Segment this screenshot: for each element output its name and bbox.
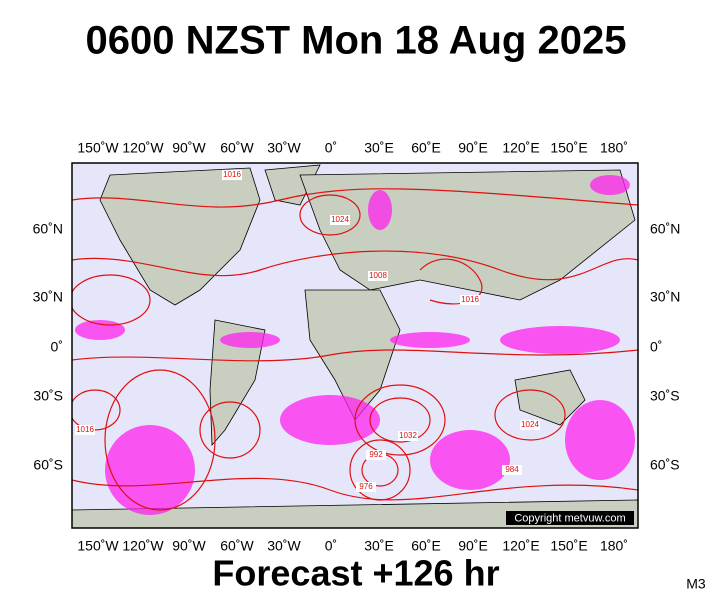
isobar-label: 1024 xyxy=(521,420,539,429)
isobar-label: 984 xyxy=(505,465,519,474)
forecast: Forecast +126 hr xyxy=(212,553,499,594)
longitude-label: 180˚ xyxy=(600,538,628,554)
longitude-label: 60˚E xyxy=(411,538,441,554)
longitude-label: 60˚W xyxy=(220,538,254,554)
isobar-label: 1024 xyxy=(331,215,349,224)
copyright: Copyright metvuw.com xyxy=(514,512,625,524)
longitude-label: 180˚ xyxy=(600,140,628,156)
latitude-label: 30˚S xyxy=(33,388,63,404)
isobar-label-bg xyxy=(75,425,95,435)
isobar-label: 992 xyxy=(369,450,383,459)
longitude-label: 120˚W xyxy=(122,140,164,156)
isobar-label: 1008 xyxy=(369,271,387,280)
isobar-labels: 1016 1024 1008 1016 1024 992 976 984 1032 1016 xyxy=(75,170,540,492)
latitude-label: 60˚S xyxy=(650,457,680,473)
map: 1016 1024 1008 1016 1024 992 976 984 1032 1016 Co… xyxy=(72,163,638,528)
antarctica xyxy=(72,499,638,528)
latitude-label: 30˚N xyxy=(33,289,63,305)
longitude-label: 30˚W xyxy=(267,538,301,554)
isobar-label: 1016 xyxy=(223,170,241,179)
longitude-label: 120˚W xyxy=(122,538,164,554)
model-code: M3 xyxy=(686,576,706,592)
isobar-label-bg xyxy=(398,431,418,441)
title: 0600 NZST Mon 18 Aug 2025 xyxy=(86,19,627,63)
longitude-label: 90˚E xyxy=(458,140,488,156)
latitude-label: 60˚S xyxy=(33,457,63,473)
latitude-label: 60˚N xyxy=(650,221,680,237)
longitude-label: 90˚E xyxy=(458,538,488,554)
longitude-label: 30˚E xyxy=(364,140,394,156)
longitude-label: 60˚E xyxy=(411,140,441,156)
map-frame xyxy=(71,162,639,529)
longitude-label: 30˚E xyxy=(364,538,394,554)
australia xyxy=(514,369,586,426)
isobar-label-bg xyxy=(366,450,386,460)
isobar-label-bg xyxy=(502,465,522,475)
longitude-label: 30˚W xyxy=(267,140,301,156)
isobar-label-bg xyxy=(520,420,540,430)
north-america xyxy=(99,167,261,306)
isobar-label: 1032 xyxy=(399,431,417,440)
longitude-label: 150˚W xyxy=(77,140,119,156)
latitude-label: 0˚ xyxy=(51,339,63,355)
longitude-label: 150˚W xyxy=(77,538,119,554)
latitude-label: 30˚S xyxy=(650,388,680,404)
longitude-label: 120˚E xyxy=(502,538,539,554)
longitude-label: 90˚W xyxy=(172,538,206,554)
latitude-label: 0˚ xyxy=(650,339,662,355)
longitude-label: 90˚W xyxy=(172,140,206,156)
longitude-label: 0˚ xyxy=(325,538,337,554)
isobar-label-bg xyxy=(330,215,350,225)
longitude-label: 60˚W xyxy=(220,140,254,156)
isobar-label-bg xyxy=(368,271,388,281)
latitude-label: 30˚N xyxy=(650,289,680,305)
isobar-label-bg xyxy=(460,295,480,305)
isobar-label-bg xyxy=(222,170,242,180)
isobar-label: 1016 xyxy=(76,425,94,434)
latitude-label: 60˚N xyxy=(33,221,63,237)
isobar-label: 976 xyxy=(359,482,373,491)
longitude-label: 0˚ xyxy=(325,140,337,156)
isobar-label-bg xyxy=(356,482,376,492)
isobar-label: 1016 xyxy=(461,295,479,304)
longitude-label: 120˚E xyxy=(502,140,539,156)
longitude-label: 150˚E xyxy=(550,538,587,554)
copyright-box xyxy=(506,511,634,525)
longitude-label: 150˚E xyxy=(550,140,587,156)
precipitation xyxy=(75,175,635,515)
south-america xyxy=(209,319,266,447)
